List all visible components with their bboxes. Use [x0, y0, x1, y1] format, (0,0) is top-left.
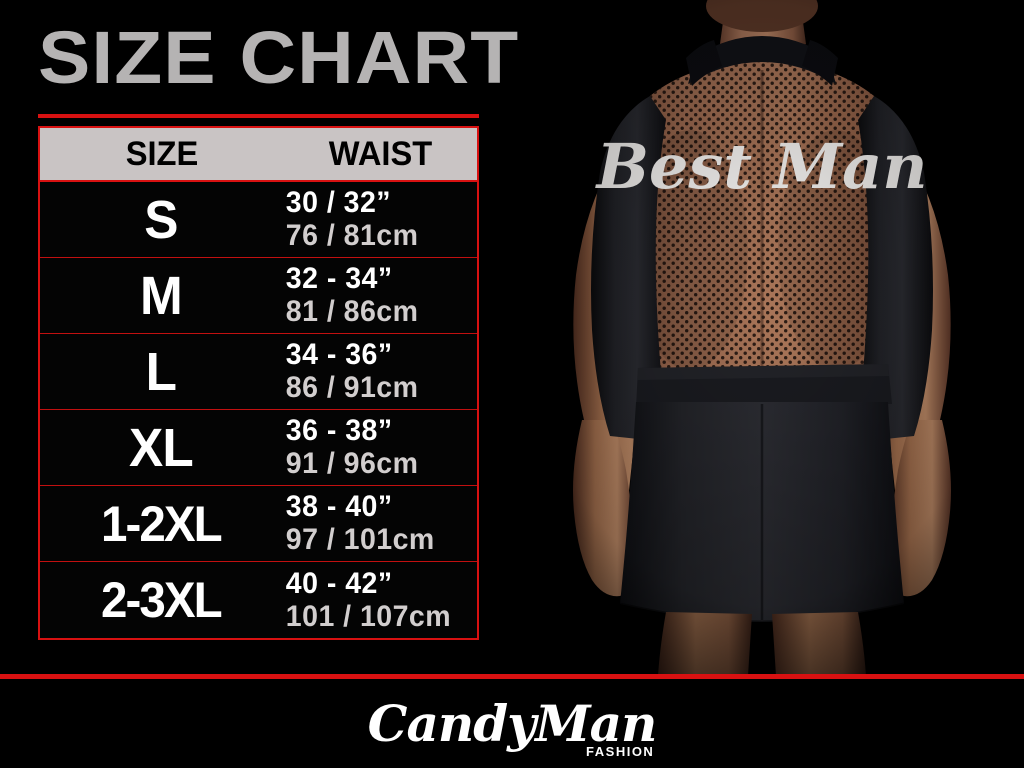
table-row: L 34 - 36” 86 / 91cm	[40, 334, 477, 410]
cell-waist: 36 - 38” 91 / 96cm	[282, 414, 467, 481]
cell-waist: 34 - 36” 86 / 91cm	[282, 338, 467, 405]
product-photo: Best Man	[500, 0, 1024, 676]
footer: CandyMan FASHION	[0, 679, 1024, 768]
cell-size: XL	[129, 417, 194, 478]
table-header-row: SIZE WAIST	[38, 126, 479, 182]
table-row: M 32 - 34” 81 / 86cm	[40, 258, 477, 334]
waist-inches: 38 - 40”	[285, 490, 393, 523]
column-header-waist: WAIST	[328, 134, 433, 173]
waist-cm: 101 / 107cm	[285, 599, 451, 633]
footer-divider	[0, 674, 1024, 679]
size-chart-panel: SIZE CHART SIZE WAIST S 30 / 32” 76 / 81…	[0, 0, 518, 676]
table-body: S 30 / 32” 76 / 81cm M 32 - 34” 81 / 86c…	[38, 182, 479, 640]
title-underline	[38, 114, 479, 118]
cell-waist: 40 - 42” 101 / 107cm	[282, 566, 467, 633]
cell-size: S	[144, 189, 178, 250]
table-row: S 30 / 32” 76 / 81cm	[40, 182, 477, 258]
waist-inches: 36 - 38”	[285, 414, 393, 447]
table-row: XL 36 - 38” 91 / 96cm	[40, 410, 477, 486]
page-title: SIZE CHART	[38, 16, 520, 99]
brand-tagline: FASHION	[586, 743, 655, 759]
waist-inches: 30 / 32”	[285, 186, 391, 219]
waist-cm: 81 / 86cm	[285, 295, 419, 328]
cell-size: M	[139, 265, 183, 326]
waist-inches: 34 - 36”	[285, 338, 393, 371]
table-row: 2-3XL 40 - 42” 101 / 107cm	[40, 562, 477, 638]
waist-cm: 91 / 96cm	[285, 447, 419, 480]
waist-inches: 32 - 34”	[285, 262, 393, 295]
cell-size: L	[145, 341, 177, 402]
cell-size: 1-2XL	[100, 495, 223, 552]
waist-inches: 40 - 42”	[285, 566, 393, 600]
brand-name: CandyMan	[367, 693, 658, 753]
cell-waist: 30 / 32” 76 / 81cm	[282, 186, 467, 253]
brand-logo: CandyMan FASHION	[0, 679, 1024, 768]
waist-cm: 76 / 81cm	[285, 219, 419, 252]
waist-cm: 97 / 101cm	[285, 523, 435, 556]
table-row: 1-2XL 38 - 40” 97 / 101cm	[40, 486, 477, 562]
cell-size: 2-3XL	[100, 572, 223, 628]
size-table: SIZE WAIST S 30 / 32” 76 / 81cm M 32 - 3…	[38, 126, 479, 640]
cell-waist: 32 - 34” 81 / 86cm	[282, 262, 467, 329]
cell-waist: 38 - 40” 97 / 101cm	[282, 490, 467, 557]
model-photo-illustration: Best Man	[500, 0, 1024, 676]
waist-cm: 86 / 91cm	[285, 371, 419, 404]
column-header-size: SIZE	[125, 134, 199, 173]
